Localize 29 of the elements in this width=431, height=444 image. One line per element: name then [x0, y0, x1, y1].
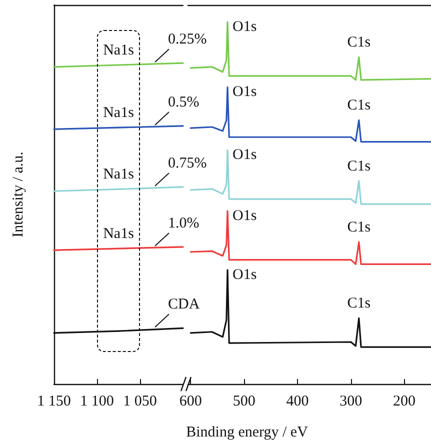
- x-tick-label: 1 100: [80, 394, 114, 410]
- series-label: 0.75%: [168, 155, 207, 172]
- x-tick-label: 300: [340, 394, 362, 410]
- annotation: O1s: [232, 147, 257, 164]
- annotation: Na1s: [103, 226, 134, 242]
- annotation: Na1s: [103, 166, 134, 183]
- x-tick-label: 200: [393, 394, 416, 410]
- series-label: 0.25%: [168, 32, 207, 48]
- x-tick-label: 400: [286, 394, 309, 410]
- annotation: Na1s: [103, 42, 134, 59]
- annotation: O1s: [232, 84, 257, 100]
- x-tick-label: 600: [179, 394, 202, 410]
- annotation: Na1s: [103, 105, 134, 122]
- annotation: C1s: [347, 34, 371, 51]
- y-axis-title: Intensity / a.u.: [10, 152, 26, 238]
- x-axis-title: Binding energy / eV: [186, 424, 308, 440]
- annotation: O1s: [232, 19, 257, 36]
- annotation: C1s: [347, 220, 371, 236]
- x-tick-label: 1 150: [37, 394, 71, 410]
- x-tick-label: 500: [232, 394, 256, 410]
- annotation: C1s: [347, 296, 371, 312]
- annotation: O1s: [232, 208, 257, 224]
- annotation: O1s: [232, 266, 257, 283]
- series-label: 0.5%: [168, 94, 200, 110]
- annotation: C1s: [347, 98, 371, 114]
- x-tick-label: 1 050: [123, 394, 157, 410]
- series-label: CDA: [168, 296, 200, 313]
- series-label: 1.0%: [168, 215, 200, 232]
- annotation: C1s: [347, 158, 371, 174]
